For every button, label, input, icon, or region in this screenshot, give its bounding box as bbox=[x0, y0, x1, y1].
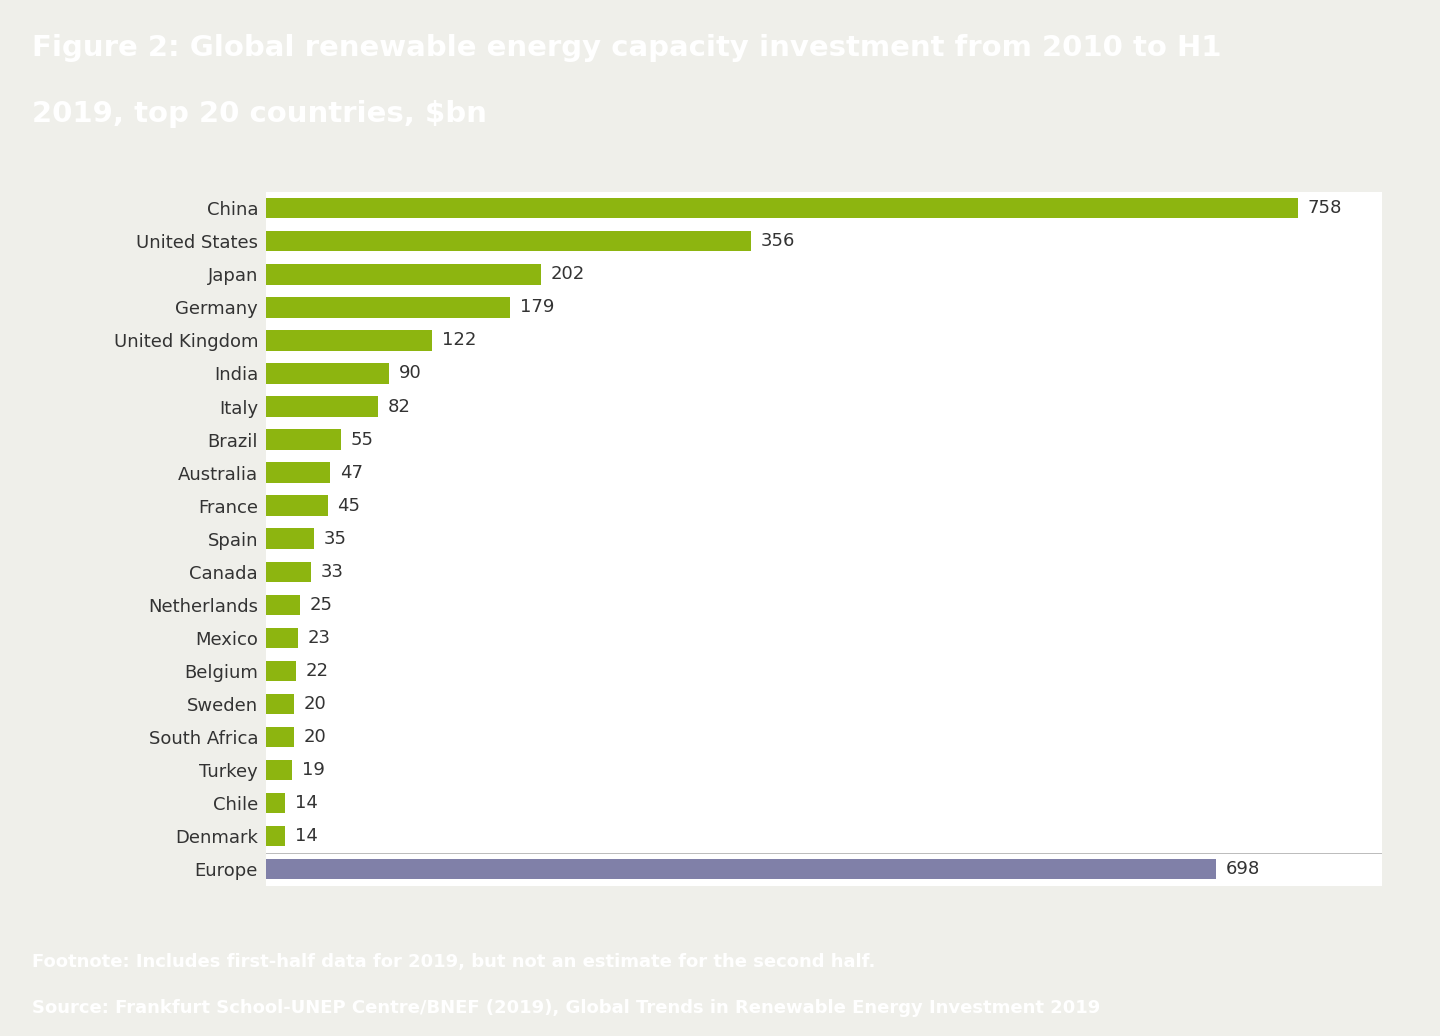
Text: 179: 179 bbox=[520, 298, 554, 316]
Bar bbox=[266, 759, 292, 780]
Bar bbox=[266, 330, 432, 350]
Text: 19: 19 bbox=[302, 761, 324, 779]
Text: 25: 25 bbox=[310, 596, 333, 613]
Text: 122: 122 bbox=[442, 332, 477, 349]
Bar bbox=[266, 628, 298, 649]
Text: Figure 2: Global renewable energy capacity investment from 2010 to H1: Figure 2: Global renewable energy capaci… bbox=[32, 34, 1221, 62]
Bar bbox=[266, 727, 294, 747]
Bar bbox=[266, 364, 389, 383]
Bar bbox=[266, 198, 1297, 219]
Bar bbox=[266, 661, 297, 682]
Text: Footnote: Includes first-half data for 2019, but not an estimate for the second : Footnote: Includes first-half data for 2… bbox=[32, 953, 876, 971]
Text: 45: 45 bbox=[337, 496, 360, 515]
Bar bbox=[266, 793, 285, 813]
Text: 202: 202 bbox=[552, 265, 585, 283]
Text: 698: 698 bbox=[1225, 860, 1260, 879]
Text: 20: 20 bbox=[304, 728, 325, 746]
Text: Source: Frankfurt School-UNEP Centre/BNEF (2019), Global Trends in Renewable Ene: Source: Frankfurt School-UNEP Centre/BNE… bbox=[32, 999, 1100, 1016]
Bar bbox=[266, 859, 1217, 880]
Text: 758: 758 bbox=[1308, 199, 1342, 218]
Text: 47: 47 bbox=[340, 464, 363, 482]
Text: 33: 33 bbox=[321, 563, 344, 581]
Text: 35: 35 bbox=[324, 529, 347, 548]
Bar bbox=[266, 595, 301, 615]
Text: 20: 20 bbox=[304, 695, 325, 713]
Bar bbox=[266, 231, 750, 252]
Bar bbox=[266, 429, 341, 450]
Bar bbox=[266, 396, 377, 416]
Bar bbox=[266, 495, 328, 516]
Bar bbox=[266, 562, 311, 582]
Text: 14: 14 bbox=[295, 827, 318, 845]
Text: 2019, top 20 countries, $bn: 2019, top 20 countries, $bn bbox=[32, 100, 487, 128]
Bar bbox=[266, 297, 510, 318]
Bar bbox=[266, 462, 330, 483]
Text: 23: 23 bbox=[307, 629, 330, 646]
Bar bbox=[266, 694, 294, 714]
Bar bbox=[266, 528, 314, 549]
Text: 90: 90 bbox=[399, 365, 420, 382]
Bar bbox=[266, 264, 541, 285]
Text: 82: 82 bbox=[387, 398, 410, 415]
Text: 356: 356 bbox=[760, 232, 795, 251]
Text: 14: 14 bbox=[295, 795, 318, 812]
Bar bbox=[266, 826, 285, 846]
Text: 55: 55 bbox=[351, 431, 374, 449]
Text: 22: 22 bbox=[305, 662, 328, 680]
